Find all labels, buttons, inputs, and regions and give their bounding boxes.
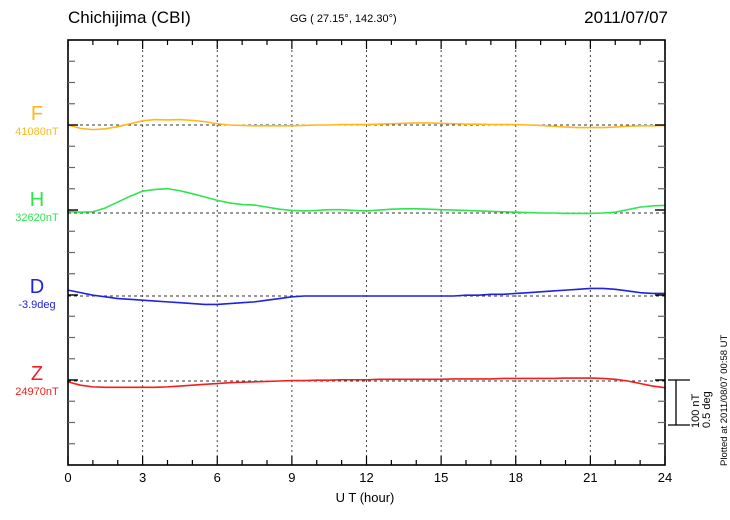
scale-bar [668, 379, 690, 426]
component-baseline-d: -3.9deg [18, 299, 56, 311]
x-tick-label: 3 [139, 470, 147, 485]
component-label-z: Z 24970nT [8, 364, 66, 398]
geographic-coordinates: GG ( 27.15°, 142.30°) [290, 13, 397, 25]
component-letter-f: F [30, 103, 44, 125]
x-tick-label: 6 [213, 470, 221, 485]
component-label-d: D -3.9deg [8, 277, 66, 311]
axis-ticks [67, 40, 666, 465]
component-letter-d: D [29, 276, 45, 298]
component-letter-h: H [29, 189, 45, 211]
component-baseline-h: 32620nT [15, 212, 59, 224]
x-tick-label: 21 [583, 470, 598, 485]
traces-layer [67, 118, 666, 389]
plotted-at-timestamp: Plotted at 2011/08/07 00:58 UT [719, 334, 730, 466]
component-letter-z: Z [30, 363, 44, 385]
x-axis-title: U T (hour) [335, 490, 395, 505]
x-tick-label: 0 [64, 470, 72, 485]
trace-h [67, 187, 666, 215]
x-tick-label: 15 [433, 470, 449, 485]
station-title: Chichijima (CBI) [68, 8, 191, 27]
x-tick-label: 18 [508, 470, 523, 485]
x-tick-label: 12 [359, 470, 374, 485]
grid-layer [142, 40, 591, 465]
trace-z [67, 377, 666, 389]
component-label-h: H 32620nT [8, 190, 66, 224]
component-label-f: F 41080nT [8, 104, 66, 138]
component-baseline-f: 41080nT [15, 126, 59, 138]
x-tick-label: 9 [288, 470, 296, 485]
scale-bar-deg-label: 0.5 deg [701, 391, 713, 428]
trace-f [67, 118, 666, 131]
trace-d [67, 287, 666, 306]
x-tick-label: 24 [657, 470, 673, 485]
component-baseline-z: 24970nT [15, 386, 59, 398]
observation-date: 2011/07/07 [584, 8, 668, 27]
baseline-layer [68, 124, 665, 382]
